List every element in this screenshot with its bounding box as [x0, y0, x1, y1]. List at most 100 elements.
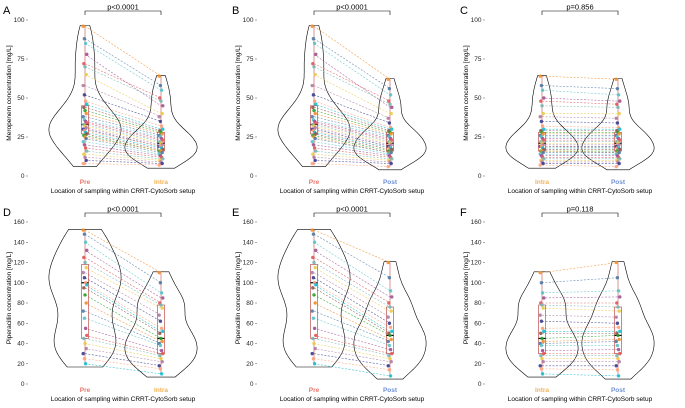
significance-bracket: [313, 212, 391, 217]
data-point: [310, 161, 314, 166]
data-point: [388, 93, 393, 97]
panel-letter: B: [232, 5, 239, 17]
y-tick-label: 50: [17, 95, 25, 102]
data-point: [161, 296, 165, 300]
pair-line: [84, 335, 162, 354]
data-point: [618, 157, 622, 161]
data-point: [616, 93, 621, 97]
data-point: [388, 356, 392, 361]
pair-line: [84, 74, 162, 114]
data-point: [311, 336, 315, 341]
data-point: [85, 102, 89, 106]
pair-line: [541, 307, 619, 312]
data-point: [614, 315, 618, 319]
y-tick-label: 20: [246, 361, 254, 368]
pair-line: [313, 282, 391, 328]
p-value: p<0.0001: [107, 3, 139, 12]
pair-line: [313, 153, 391, 161]
data-point: [617, 132, 621, 136]
data-point: [158, 367, 163, 371]
data-point: [85, 121, 89, 125]
y-tick-label: 60: [17, 320, 25, 327]
data-point: [312, 326, 317, 331]
pair-line: [84, 100, 162, 127]
data-point: [159, 336, 163, 341]
data-point: [313, 301, 317, 305]
pair-line: [313, 267, 391, 312]
data-point: [616, 289, 621, 293]
data-point: [83, 155, 87, 159]
panel-f: F Piperacillin concentration [mg/L] 0 20 40 6…: [460, 205, 655, 403]
panel-letter: D: [3, 207, 11, 219]
data-point: [159, 348, 164, 353]
data-point: [161, 157, 165, 161]
pair-line: [313, 107, 391, 132]
violin-post: [353, 261, 427, 380]
data-point: [387, 301, 391, 305]
pair-line: [84, 156, 162, 163]
data-point: [540, 104, 544, 108]
data-point: [386, 164, 390, 169]
violin-pre: [48, 25, 122, 167]
data-point: [312, 146, 317, 150]
data-point: [312, 99, 317, 103]
data-point: [82, 232, 87, 236]
data-point: [618, 295, 622, 299]
y-tick-label: 25: [17, 134, 25, 141]
pair-line: [84, 262, 162, 306]
pair-line: [313, 343, 391, 359]
data-point: [312, 155, 316, 159]
data-point: [159, 291, 164, 295]
data-point: [84, 301, 88, 305]
data-point: [313, 111, 317, 116]
pair-line: [313, 338, 391, 356]
data-point: [314, 333, 318, 338]
pair-line: [541, 296, 619, 299]
data-point: [83, 65, 87, 69]
p-value: p=0.118: [567, 205, 594, 214]
y-axis-title: Meropenem concentration [mg/L]: [463, 45, 470, 141]
data-point: [157, 163, 161, 167]
category-label-post: Post: [383, 179, 398, 186]
data-point: [312, 65, 316, 69]
data-point: [314, 283, 318, 287]
data-point: [158, 119, 163, 124]
y-tick-label: 75: [474, 56, 482, 63]
data-point: [618, 99, 622, 103]
pair-line: [313, 125, 391, 144]
category-label-pre: Pre: [309, 387, 320, 394]
data-point: [160, 132, 164, 136]
y-tick-label: 0: [478, 173, 482, 180]
data-point: [314, 248, 318, 253]
data-point: [159, 372, 164, 376]
pair-line: [541, 373, 619, 377]
pair-line: [313, 160, 391, 164]
data-point: [389, 161, 393, 166]
pair-line: [313, 284, 391, 332]
data-point: [616, 374, 621, 378]
pair-line: [84, 242, 162, 294]
data-point: [311, 232, 316, 236]
data-point: [390, 329, 394, 334]
p-value: p<0.0001: [107, 205, 139, 214]
x-axis-title: Location of sampling within CRRT-CytoSor…: [508, 396, 653, 403]
data-point: [159, 124, 164, 128]
pair-line: [313, 113, 391, 135]
pair-line: [313, 272, 391, 318]
violin-pre: [277, 25, 351, 167]
data-point: [539, 343, 544, 348]
pair-line: [84, 150, 162, 160]
pair-line: [84, 358, 162, 370]
data-point: [83, 293, 87, 297]
pair-line: [84, 267, 162, 309]
data-point: [540, 372, 545, 376]
category-label-intra: Intra: [154, 179, 168, 186]
pair-line: [313, 63, 391, 102]
pair-line: [313, 328, 391, 350]
data-point: [538, 115, 542, 119]
data-point: [157, 115, 161, 119]
data-point: [386, 364, 390, 368]
data-point: [82, 316, 87, 320]
data-point: [390, 295, 394, 299]
pair-line: [541, 290, 619, 294]
